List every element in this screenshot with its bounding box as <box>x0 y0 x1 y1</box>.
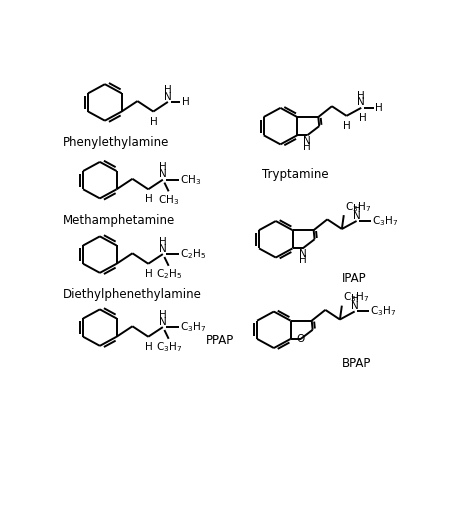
Text: PPAP: PPAP <box>206 334 235 347</box>
Text: BPAP: BPAP <box>342 357 371 370</box>
Text: H: H <box>145 195 153 204</box>
Text: N: N <box>159 244 167 254</box>
Text: N: N <box>159 169 167 179</box>
Text: C$_2$H$_5$: C$_2$H$_5$ <box>155 267 182 281</box>
Text: H: H <box>145 342 153 352</box>
Text: H: H <box>164 85 172 94</box>
Text: Phenylethylamine: Phenylethylamine <box>63 136 170 149</box>
Text: H: H <box>150 117 157 127</box>
Text: N: N <box>164 91 172 102</box>
Text: Methamphetamine: Methamphetamine <box>63 214 175 227</box>
Text: C$_3$H$_7$: C$_3$H$_7$ <box>370 305 396 318</box>
Text: N: N <box>353 211 360 221</box>
Text: H: H <box>299 255 307 265</box>
Text: N: N <box>351 301 358 311</box>
Text: C$_3$H$_7$: C$_3$H$_7$ <box>180 320 206 334</box>
Text: H: H <box>145 269 153 279</box>
Text: H: H <box>357 90 365 101</box>
Text: N: N <box>303 135 311 146</box>
Text: N: N <box>357 98 365 107</box>
Text: N: N <box>299 249 307 259</box>
Text: H: H <box>159 310 167 320</box>
Text: H: H <box>303 142 311 152</box>
Text: H: H <box>159 162 167 172</box>
Text: C$_2$H$_5$: C$_2$H$_5$ <box>180 247 206 261</box>
Text: Diethylphenethylamine: Diethylphenethylamine <box>63 288 202 301</box>
Text: C$_3$H$_7$: C$_3$H$_7$ <box>155 340 182 354</box>
Text: H: H <box>375 103 383 113</box>
Text: H: H <box>159 237 167 247</box>
Text: Tryptamine: Tryptamine <box>262 168 329 181</box>
Text: N: N <box>159 317 167 327</box>
Text: H: H <box>353 203 360 214</box>
Text: H: H <box>343 121 350 131</box>
Text: O: O <box>297 334 305 344</box>
Text: C$_3$H$_7$: C$_3$H$_7$ <box>372 214 398 228</box>
Text: C$_3$H$_7$: C$_3$H$_7$ <box>343 291 369 304</box>
Text: CH$_3$: CH$_3$ <box>158 193 179 207</box>
Text: IPAP: IPAP <box>342 272 366 285</box>
Text: H: H <box>359 113 367 123</box>
Text: H: H <box>182 97 190 107</box>
Text: H: H <box>351 294 358 304</box>
Text: C$_3$H$_7$: C$_3$H$_7$ <box>345 200 371 214</box>
Text: CH$_3$: CH$_3$ <box>180 173 201 186</box>
